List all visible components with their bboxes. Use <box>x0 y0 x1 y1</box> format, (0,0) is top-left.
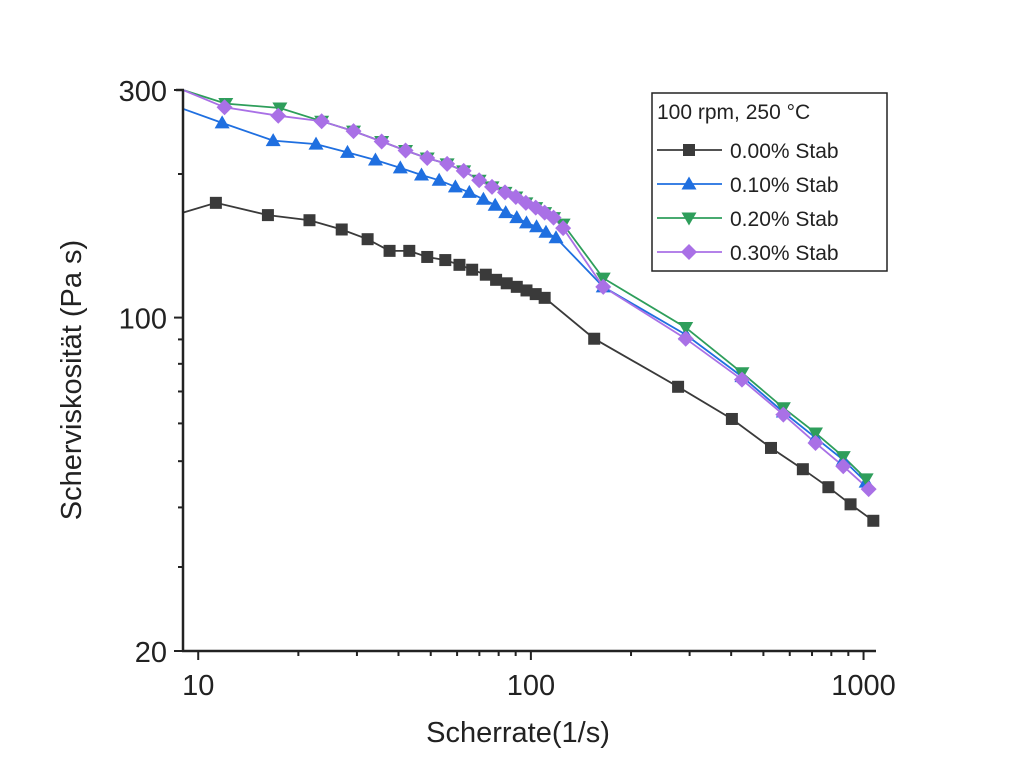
legend-label-2: 0.20% Stab <box>730 208 839 231</box>
data-point-series-3 <box>835 458 852 475</box>
data-point-series-0 <box>867 514 880 527</box>
x-axis-label: Scherrate(1/s) <box>426 717 610 749</box>
x-ticks: 10 100 1000 <box>182 651 896 702</box>
data-point-series-0 <box>439 254 452 267</box>
data-point-series-3 <box>595 278 612 295</box>
data-point-series-1 <box>498 205 514 219</box>
data-point-series-0 <box>383 244 396 257</box>
data-point-series-3 <box>397 142 414 159</box>
legend-marker-2 <box>681 212 697 226</box>
data-point-series-1 <box>461 184 477 198</box>
data-point-series-3 <box>313 113 330 130</box>
data-point-series-3 <box>373 133 390 150</box>
legend-entries: 0.00% Stab 0.10% Stab 0.20% Stab 0.30% Stab <box>657 140 839 265</box>
plot-markers <box>209 98 880 527</box>
data-point-series-2 <box>835 451 851 465</box>
data-point-series-3 <box>860 481 877 498</box>
data-point-series-1 <box>339 144 355 158</box>
data-point-series-2 <box>272 102 288 116</box>
data-point-series-0 <box>209 196 222 209</box>
data-point-series-0 <box>421 250 434 263</box>
y-tick-label: 300 <box>119 76 167 108</box>
legend-marker-0 <box>683 144 695 156</box>
data-point-series-0 <box>261 209 274 222</box>
data-point-series-0 <box>335 223 348 236</box>
data-point-series-3 <box>216 99 233 116</box>
data-point-series-3 <box>555 220 572 237</box>
data-point-series-3 <box>471 172 488 189</box>
data-point-series-1 <box>265 133 281 147</box>
data-point-series-3 <box>483 178 500 195</box>
legend: 100 rpm, 250 °C 0.00% Stab 0.10% Stab 0.20… <box>651 92 888 272</box>
data-point-series-3 <box>345 123 362 140</box>
legend-marker-3 <box>681 244 697 260</box>
data-point-series-0 <box>466 263 479 276</box>
data-point-series-1 <box>487 197 503 211</box>
data-point-series-3 <box>455 162 472 179</box>
data-point-series-3 <box>775 406 792 423</box>
data-point-series-1 <box>475 191 491 205</box>
data-point-series-2 <box>807 427 823 441</box>
y-ticks: 20 100 300 <box>119 76 183 669</box>
data-point-series-0 <box>822 481 835 494</box>
legend-marker-1 <box>681 176 697 190</box>
x-tick-label: 1000 <box>831 670 896 702</box>
y-axis-label: Scherviskosität (Pa s) <box>56 240 88 520</box>
data-point-series-1 <box>392 160 408 174</box>
x-tick-label: 100 <box>507 670 555 702</box>
legend-label-3: 0.30% Stab <box>730 242 839 265</box>
data-point-series-1 <box>538 224 554 238</box>
data-point-series-3 <box>419 150 436 167</box>
data-point-series-1 <box>431 172 447 186</box>
legend-title: 100 rpm, 250 °C <box>657 101 810 124</box>
data-point-series-1 <box>413 167 429 181</box>
data-point-series-0 <box>672 380 685 393</box>
data-point-series-0 <box>725 412 738 425</box>
data-point-series-0 <box>403 244 416 257</box>
data-point-series-1 <box>214 115 230 129</box>
data-point-series-0 <box>500 277 513 290</box>
data-point-series-0 <box>510 280 523 293</box>
data-point-series-3 <box>545 209 562 226</box>
y-tick-label: 20 <box>135 637 167 669</box>
data-point-series-1 <box>518 215 534 229</box>
data-point-series-3 <box>677 330 694 347</box>
legend-label-0: 0.00% Stab <box>730 140 839 163</box>
data-point-series-0 <box>303 214 316 227</box>
data-point-series-1 <box>529 219 545 233</box>
data-point-series-3 <box>439 155 456 172</box>
data-point-series-2 <box>678 322 694 336</box>
data-point-series-0 <box>479 268 492 281</box>
data-point-series-0 <box>538 291 551 304</box>
data-point-series-1 <box>548 230 564 244</box>
data-point-series-0 <box>588 332 601 345</box>
y-tick-label: 100 <box>119 304 167 336</box>
data-point-series-0 <box>796 463 809 476</box>
x-tick-label: 10 <box>182 670 214 702</box>
data-point-series-0 <box>520 284 533 297</box>
data-point-series-3 <box>733 371 750 388</box>
data-point-series-3 <box>270 107 287 124</box>
data-point-series-0 <box>453 258 466 271</box>
data-point-series-3 <box>807 434 824 451</box>
data-point-series-0 <box>765 441 778 454</box>
data-point-series-1 <box>447 179 463 193</box>
data-point-series-1 <box>509 210 525 224</box>
data-point-series-0 <box>361 233 374 246</box>
data-point-series-2 <box>858 473 874 487</box>
data-point-series-0 <box>490 273 503 286</box>
data-point-series-0 <box>844 498 857 511</box>
legend-label-1: 0.10% Stab <box>730 174 839 197</box>
data-point-series-1 <box>367 152 383 166</box>
data-point-series-1 <box>308 136 324 150</box>
